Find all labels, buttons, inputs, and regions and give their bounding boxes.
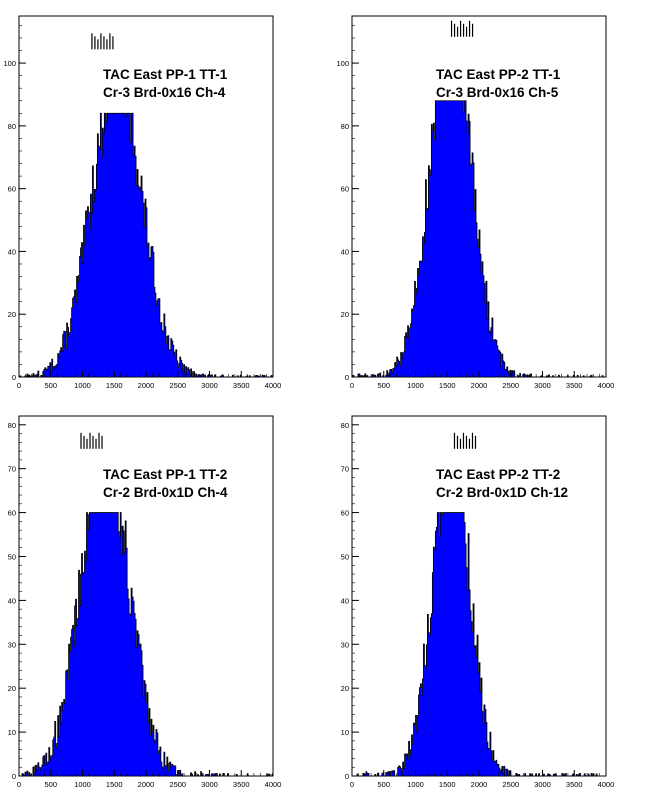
y-tick-label: 60 [8, 509, 16, 518]
x-tick-label: 500 [44, 780, 57, 789]
x-tick-label: 3000 [534, 381, 551, 390]
x-tick-label: 1000 [407, 780, 424, 789]
histogram-bins [19, 512, 274, 777]
y-tick-label: 100 [336, 59, 349, 68]
y-tick-label: 20 [8, 684, 16, 693]
y-tick-label: 20 [341, 310, 349, 319]
x-tick-label: 1500 [439, 381, 456, 390]
x-tick-label: 1000 [74, 381, 91, 390]
x-tick-label: 1000 [74, 780, 91, 789]
y-tick-label: 0 [12, 373, 16, 382]
histogram-outline [352, 100, 606, 378]
x-tick-label: 1500 [106, 780, 123, 789]
histogram-outline [19, 512, 274, 777]
y-tick-label: 10 [341, 728, 349, 737]
x-tick-label: 3500 [566, 780, 583, 789]
x-tick-label: 2000 [471, 780, 488, 789]
x-tick-label: 4000 [265, 780, 282, 789]
y-tick-label: 40 [8, 596, 16, 605]
histogram-bins [352, 100, 606, 378]
y-tick-label: 30 [341, 640, 349, 649]
x-tick-label: 500 [377, 780, 390, 789]
histogram-panel: 0 500 1000 1500 2000 2500 3000 3500 4000 0 20 40 60 8… [3, 15, 282, 390]
x-tick-label: 1000 [407, 381, 424, 390]
x-tick-label: 1500 [106, 381, 123, 390]
x-tick-label: 0 [17, 381, 21, 390]
x-tick-label: 3000 [201, 780, 218, 789]
x-tick-label: 0 [17, 780, 21, 789]
y-tick-label: 0 [345, 772, 349, 781]
y-tick-label: 40 [341, 596, 349, 605]
overflow-marks [91, 33, 114, 50]
panel-title-line-2: Cr-2 Brd-0x1D Ch-12 [436, 485, 568, 500]
x-tick-label: 2500 [502, 381, 519, 390]
x-tick-label: 3000 [534, 780, 551, 789]
x-tick-label: 4000 [265, 381, 282, 390]
y-tick-label: 80 [8, 421, 16, 430]
x-tick-label: 0 [350, 381, 354, 390]
panel-title-line-2: Cr-3 Brd-0x16 Ch-5 [436, 85, 559, 100]
histogram-panel: 0 500 1000 1500 2000 2500 3000 3500 4000 0 10 20 30 4… [341, 415, 615, 789]
panel-title-line-2: Cr-2 Brd-0x1D Ch-4 [103, 485, 228, 500]
y-tick-label: 50 [8, 552, 16, 561]
y-tick-label: 80 [8, 122, 16, 131]
y-tick-label: 70 [8, 465, 16, 474]
histogram-panel: 0 500 1000 1500 2000 2500 3000 3500 4000 0 10 20 30 4… [8, 415, 282, 789]
panel-title-line-1: TAC East PP-1 TT-2 [103, 467, 227, 482]
x-tick-label: 3000 [201, 381, 218, 390]
x-tick-label: 0 [350, 780, 354, 789]
y-tick-label: 100 [3, 59, 16, 68]
y-tick-label: 60 [8, 185, 16, 194]
panel-title-line-1: TAC East PP-2 TT-1 [436, 67, 561, 82]
histogram-fill [19, 113, 273, 377]
panel-title-line-2: Cr-3 Brd-0x16 Ch-4 [103, 85, 226, 100]
y-tick-label: 10 [8, 728, 16, 737]
overflow-marks [453, 432, 477, 449]
x-tick-label: 4000 [598, 381, 615, 390]
histogram-panel: 0 500 1000 1500 2000 2500 3000 3500 4000 0 20 40 60 8… [336, 15, 615, 390]
x-tick-label: 3500 [233, 780, 250, 789]
y-tick-label: 0 [345, 373, 349, 382]
x-tick-label: 3500 [233, 381, 250, 390]
y-tick-label: 40 [8, 247, 16, 256]
overflow-marks [450, 20, 474, 37]
y-tick-label: 0 [12, 772, 16, 781]
y-tick-label: 60 [341, 509, 349, 518]
x-tick-label: 2000 [471, 381, 488, 390]
y-tick-label: 20 [341, 684, 349, 693]
x-tick-label: 2000 [138, 381, 155, 390]
x-tick-label: 500 [377, 381, 390, 390]
panel-title-line-1: TAC East PP-2 TT-2 [436, 467, 560, 482]
y-tick-label: 30 [8, 640, 16, 649]
x-tick-label: 2500 [169, 780, 186, 789]
histogram-fill [352, 512, 606, 776]
y-tick-label: 50 [341, 552, 349, 561]
y-tick-label: 20 [8, 310, 16, 319]
x-tick-label: 2000 [138, 780, 155, 789]
y-tick-label: 80 [341, 122, 349, 131]
histogram-fill [19, 512, 273, 776]
overflow-marks [80, 432, 103, 449]
y-tick-label: 80 [341, 421, 349, 430]
x-tick-label: 3500 [566, 381, 583, 390]
y-tick-label: 60 [341, 185, 349, 194]
x-tick-label: 4000 [598, 780, 615, 789]
y-tick-label: 40 [341, 247, 349, 256]
y-tick-label: 70 [341, 465, 349, 474]
x-tick-label: 2500 [502, 780, 519, 789]
panel-title-line-1: TAC East PP-1 TT-1 [103, 67, 228, 82]
x-tick-label: 500 [44, 381, 57, 390]
x-tick-label: 2500 [169, 381, 186, 390]
x-tick-label: 1500 [439, 780, 456, 789]
